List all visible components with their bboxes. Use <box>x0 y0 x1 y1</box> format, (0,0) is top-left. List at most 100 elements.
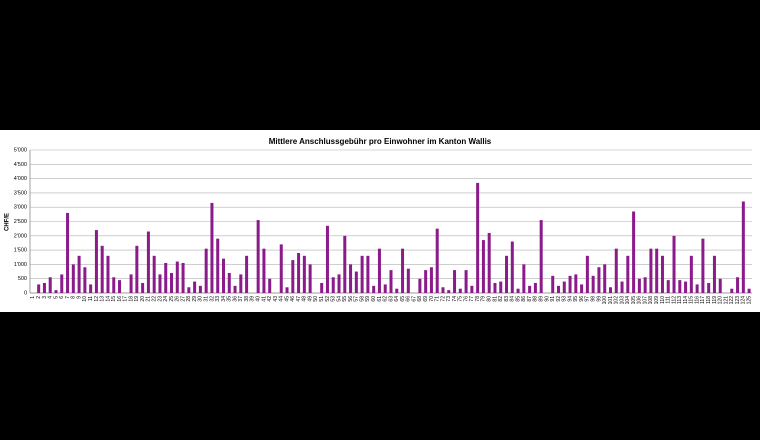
bar <box>71 264 75 293</box>
x-tick-label: 26 <box>175 296 181 302</box>
bar <box>291 260 295 293</box>
x-tick-label: 53 <box>331 296 337 302</box>
y-tick-label: 0 <box>24 290 27 296</box>
y-tick-label: 3'000 <box>14 205 27 211</box>
bar <box>562 281 566 293</box>
x-tick-label: 76 <box>463 296 469 302</box>
x-tick-label: 79 <box>481 296 487 302</box>
x-tick-label: 86 <box>521 296 527 302</box>
y-tick-label: 2'000 <box>14 233 27 239</box>
bar <box>54 290 58 293</box>
x-tick-label: 20 <box>140 296 146 302</box>
x-tick-label: 77 <box>469 296 475 302</box>
bar <box>146 231 150 293</box>
x-tick-label: 83 <box>504 296 510 302</box>
x-tick-label: 59 <box>365 296 371 302</box>
bar <box>730 288 734 293</box>
x-tick-label: 87 <box>527 296 533 302</box>
x-tick-label: 37 <box>238 296 244 302</box>
x-tick-label: 120 <box>718 296 724 305</box>
x-tick-label: 72 <box>440 296 446 302</box>
x-tick-label: 57 <box>354 296 360 302</box>
x-tick-label: 14 <box>105 296 111 302</box>
bar <box>372 285 376 293</box>
x-tick-label: 45 <box>284 296 290 302</box>
bar <box>597 267 601 293</box>
x-tick-label: 82 <box>498 296 504 302</box>
bar <box>643 277 647 293</box>
x-tick-label: 88 <box>533 296 539 302</box>
x-tick-label: 66 <box>406 296 412 302</box>
bar <box>48 277 52 293</box>
x-tick-label: 74 <box>452 296 458 302</box>
x-tick-label: 89 <box>539 296 545 302</box>
bar <box>383 284 387 293</box>
bar <box>42 282 46 293</box>
bar <box>129 274 133 293</box>
bar <box>395 288 399 293</box>
bar <box>297 252 301 293</box>
bar <box>198 285 202 293</box>
x-tick-label: 24 <box>163 296 169 302</box>
bar <box>689 255 693 293</box>
x-tick-label: 22 <box>152 296 158 302</box>
bar <box>574 274 578 293</box>
x-tick-label: 96 <box>579 296 585 302</box>
x-tick-label: 28 <box>186 296 192 302</box>
bar <box>401 248 405 293</box>
bar <box>707 282 711 293</box>
x-tick-label: 73 <box>446 296 452 302</box>
x-tick-label: 61 <box>377 296 383 302</box>
x-tick-label: 19 <box>134 296 140 302</box>
bar <box>505 255 509 293</box>
bar <box>302 255 306 293</box>
x-tick-label: 1 <box>30 296 36 299</box>
x-tick-label: 11 <box>88 296 94 301</box>
bar <box>470 285 474 293</box>
bar <box>170 272 174 293</box>
x-tick-label: 99 <box>596 296 602 302</box>
y-tick-label: 5'000 <box>14 147 27 153</box>
bar <box>360 255 364 293</box>
bar <box>256 220 260 293</box>
x-tick-label: 67 <box>411 296 417 302</box>
x-tick-label: 58 <box>359 296 365 302</box>
bar <box>164 262 168 293</box>
bar <box>499 281 503 293</box>
x-tick-label: 123 <box>735 296 741 305</box>
bar <box>308 264 312 293</box>
x-tick-label: 9 <box>76 296 82 299</box>
bar <box>441 287 445 293</box>
x-tick-label: 49 <box>307 296 313 302</box>
bar <box>100 245 104 293</box>
x-tick-label: 27 <box>180 296 186 302</box>
x-tick-label: 35 <box>227 296 233 302</box>
x-tick-label: 103 <box>619 296 625 305</box>
bar <box>193 281 197 293</box>
x-tick-label: 93 <box>562 296 568 302</box>
y-tick-label: 500 <box>18 276 27 282</box>
x-tick-label: 78 <box>475 296 481 302</box>
bar <box>377 248 381 293</box>
bar <box>106 255 110 293</box>
x-tick-label: 12 <box>94 296 100 302</box>
x-tick-label: 32 <box>209 296 215 302</box>
bar <box>320 282 324 293</box>
bar <box>233 285 237 293</box>
bar <box>210 202 214 293</box>
x-tick-label: 15 <box>111 296 117 302</box>
x-tick-label: 113 <box>677 296 683 304</box>
bar <box>187 287 191 293</box>
x-tick-label: 65 <box>400 296 406 302</box>
bar <box>60 274 64 293</box>
x-tick-label: 55 <box>342 296 348 302</box>
x-tick-label: 125 <box>746 296 752 305</box>
bar <box>112 277 116 293</box>
bar <box>603 264 607 293</box>
bar <box>37 284 41 293</box>
bar <box>557 285 561 293</box>
x-tick-label: 97 <box>585 296 591 302</box>
x-tick-label: 92 <box>556 296 562 302</box>
bar <box>435 228 439 293</box>
bar <box>239 274 243 293</box>
